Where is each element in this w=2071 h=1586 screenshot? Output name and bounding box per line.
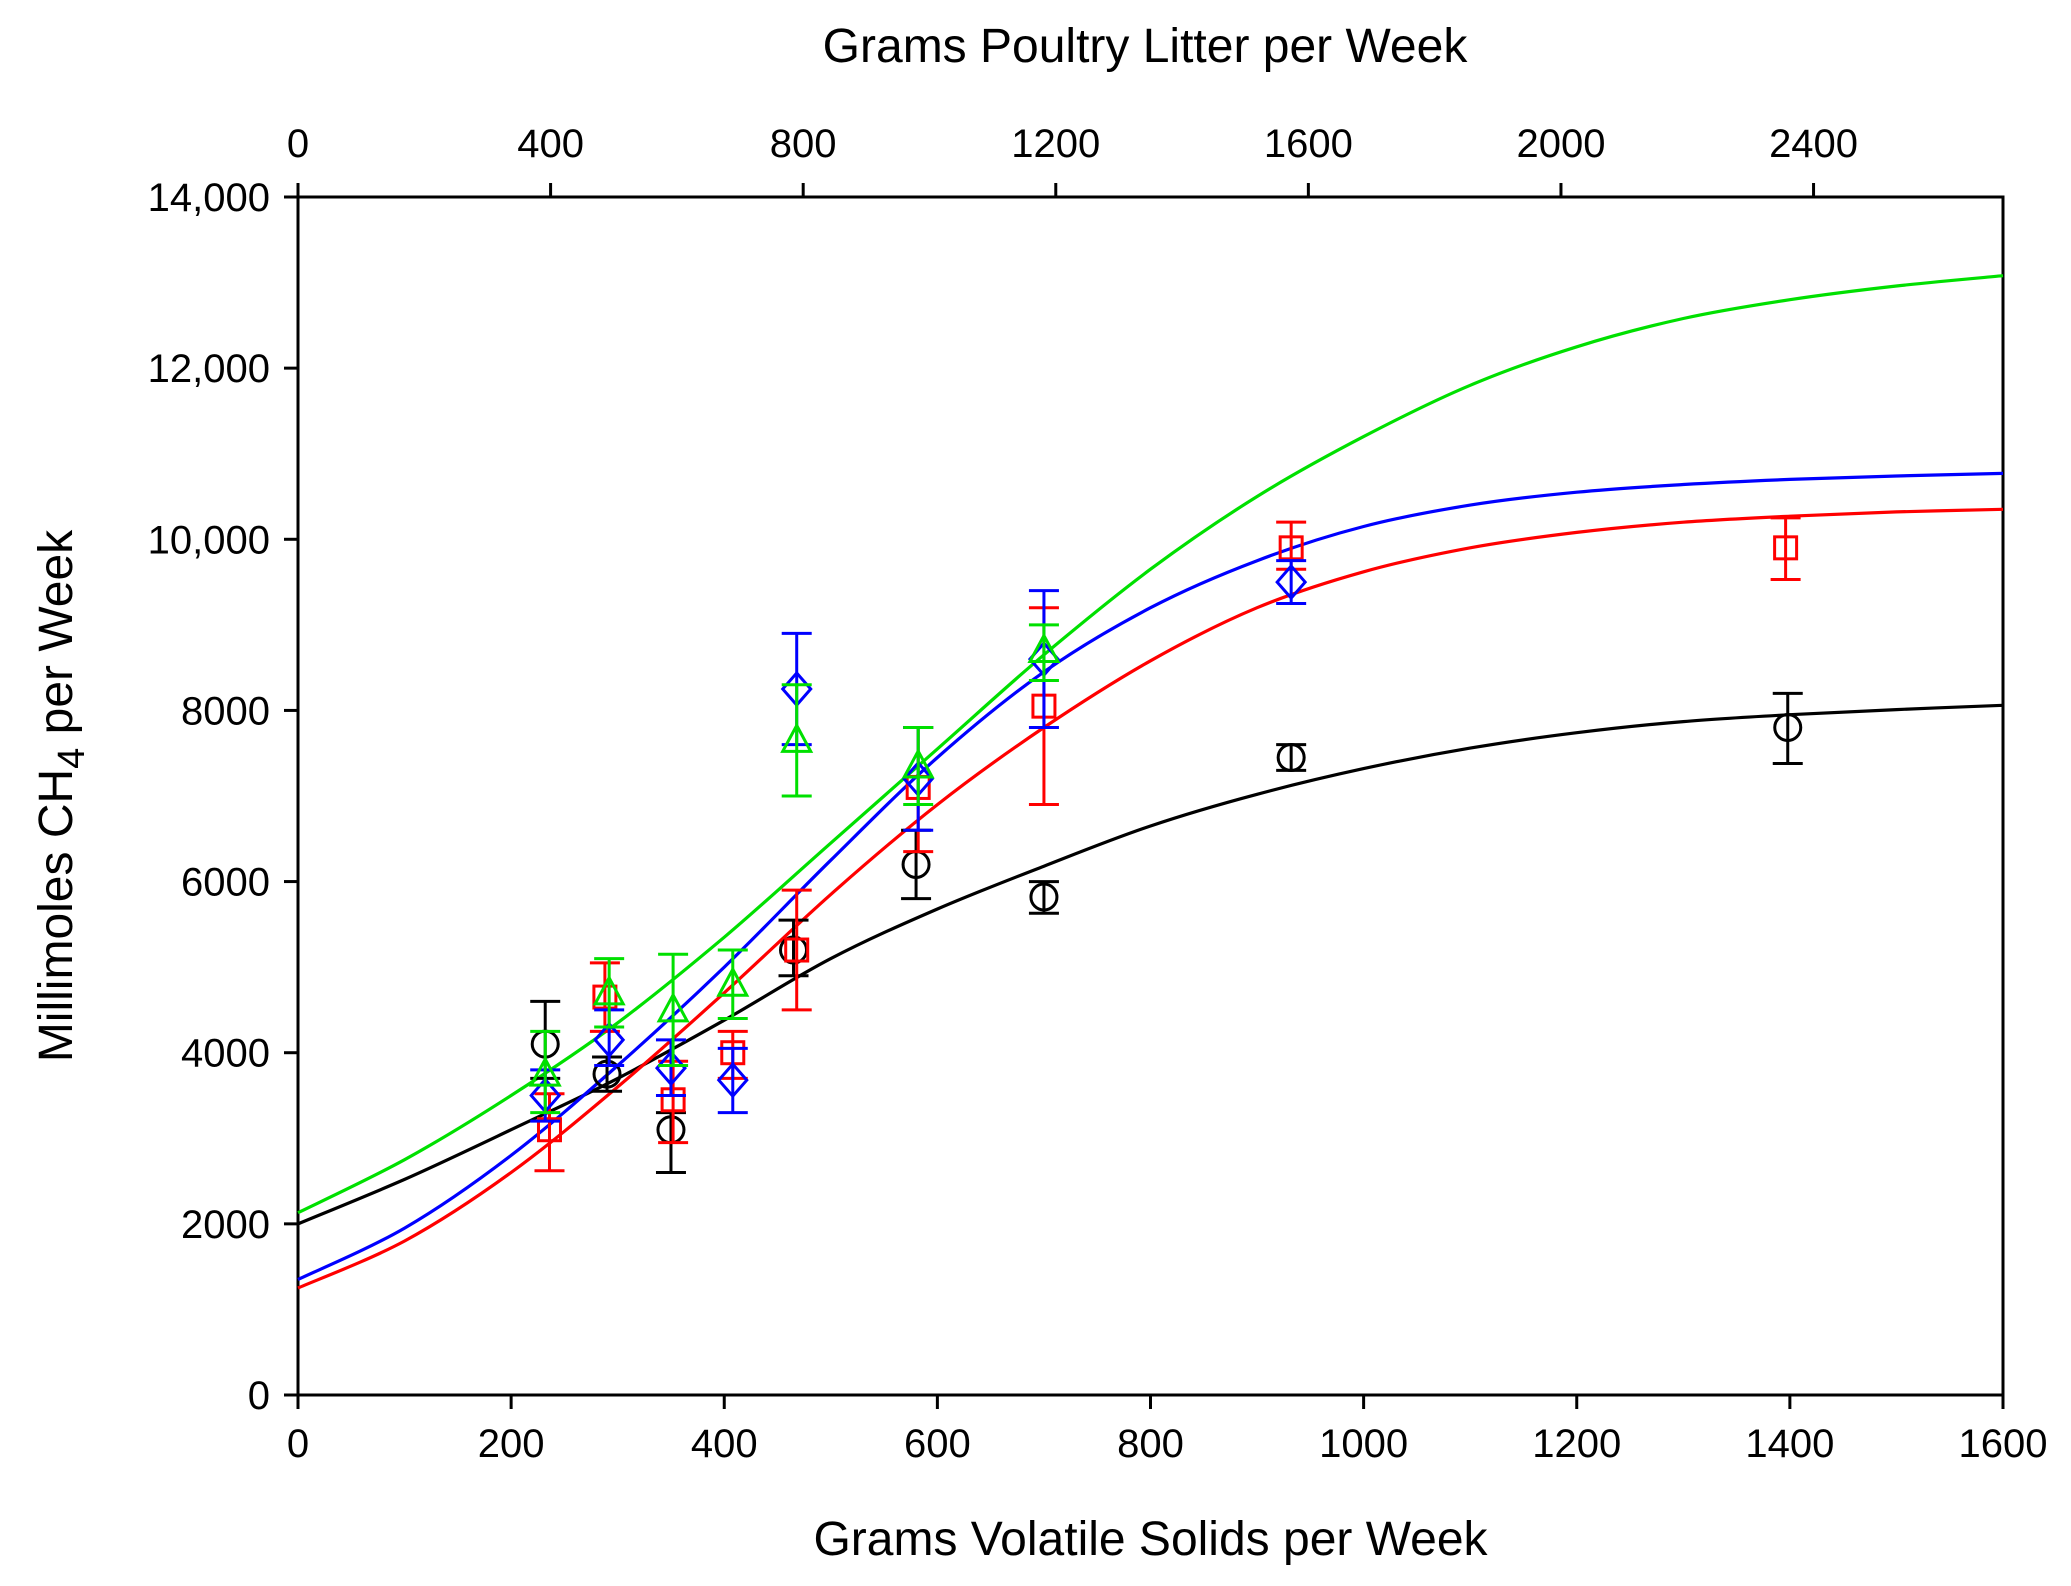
green-data-marker bbox=[656, 991, 690, 1023]
data-points bbox=[528, 516, 1803, 1175]
x-tick-label: 200 bbox=[478, 1422, 545, 1466]
x-tick-label: 600 bbox=[904, 1422, 971, 1466]
top-x-tick-label: 1600 bbox=[1264, 122, 1353, 166]
top-x-tick-label: 400 bbox=[517, 122, 584, 166]
x-tick-label: 400 bbox=[691, 1422, 758, 1466]
x-tick-label: 1600 bbox=[1959, 1422, 2048, 1466]
green-data-marker bbox=[780, 722, 814, 753]
x-tick-label: 0 bbox=[287, 1422, 309, 1466]
green-error-bar bbox=[658, 952, 689, 1068]
green-data-marker bbox=[901, 747, 935, 779]
y-tick-label: 4000 bbox=[181, 1032, 270, 1076]
y-tick-label: 8000 bbox=[181, 689, 270, 733]
green-fit-curve bbox=[297, 274, 2004, 1215]
black-error-bar bbox=[1028, 880, 1059, 915]
x-tick-label: 800 bbox=[1117, 1422, 1184, 1466]
top-x-axis-ticks: 0 400 800 1200 1600 2000 2400 bbox=[287, 122, 1858, 197]
green-data-marker bbox=[528, 1055, 562, 1087]
y-axis-title-subscript: 4 bbox=[51, 748, 93, 769]
green-data-marker bbox=[716, 966, 750, 997]
black-error-bar bbox=[1772, 691, 1803, 765]
red-fit-curve bbox=[297, 507, 2004, 1290]
top-x-tick-label: 2400 bbox=[1769, 122, 1858, 166]
y-tick-label: 14,000 bbox=[148, 176, 270, 220]
green-data-marker bbox=[1027, 632, 1061, 664]
fitted-curves bbox=[297, 274, 2004, 1290]
y-axis-title-suffix: per Week bbox=[30, 529, 83, 748]
black-error-bar bbox=[592, 1055, 623, 1093]
y-tick-label: 12,000 bbox=[148, 347, 270, 391]
green-data-marker bbox=[592, 974, 626, 1006]
blue-data-marker bbox=[654, 1049, 687, 1087]
y-axis-ticks: 0 2000 4000 6000 8000 10,000 12,000 14,000 bbox=[148, 176, 298, 1418]
red-data-marker bbox=[1773, 535, 1799, 561]
green-error-bar bbox=[903, 726, 934, 807]
green-error-bar bbox=[530, 1029, 561, 1115]
green-error-bar bbox=[717, 948, 748, 1020]
blue-data-marker bbox=[593, 1021, 626, 1059]
black-data-marker bbox=[1029, 882, 1059, 912]
blue-data-marker bbox=[716, 1061, 749, 1099]
green-series-points bbox=[528, 623, 1061, 1115]
x-tick-label: 1000 bbox=[1319, 1422, 1408, 1466]
x-tick-label: 1200 bbox=[1532, 1422, 1621, 1466]
black-error-bar bbox=[778, 918, 809, 978]
red-data-marker bbox=[660, 1087, 686, 1113]
blue-data-marker bbox=[1275, 563, 1308, 601]
top-x-tick-label: 800 bbox=[770, 122, 837, 166]
y-axis-title-main: Millimoles CH bbox=[30, 769, 83, 1062]
top-x-tick-label: 0 bbox=[287, 122, 309, 166]
black-data-marker bbox=[1773, 713, 1803, 743]
red-data-marker bbox=[536, 1117, 562, 1143]
black-series-points bbox=[530, 691, 1803, 1175]
top-x-tick-label: 2000 bbox=[1516, 122, 1605, 166]
x-tick-label: 1400 bbox=[1745, 1422, 1834, 1466]
red-error-bar bbox=[1770, 516, 1801, 582]
green-error-bar bbox=[781, 683, 812, 798]
y-axis-title: Millimoles CH4 per Week bbox=[30, 529, 93, 1062]
top-x-tick-label: 1200 bbox=[1011, 122, 1100, 166]
top-x-axis-title: Grams Poultry Litter per Week bbox=[823, 20, 1469, 73]
red-data-marker bbox=[784, 937, 810, 963]
red-error-bar bbox=[781, 888, 812, 1012]
red-data-marker bbox=[1278, 535, 1304, 561]
y-tick-label: 10,000 bbox=[148, 518, 270, 562]
black-data-marker bbox=[592, 1059, 622, 1089]
x-axis-ticks: 0 200 400 600 800 1000 1200 1400 1600 bbox=[287, 1395, 2048, 1466]
blue-error-bar bbox=[717, 1046, 748, 1115]
black-data-marker bbox=[1276, 742, 1306, 772]
x-axis-title: Grams Volatile Solids per Week bbox=[813, 1513, 1488, 1566]
y-tick-label: 0 bbox=[248, 1374, 270, 1418]
y-tick-label: 6000 bbox=[181, 861, 270, 905]
blue-fit-curve bbox=[297, 471, 2004, 1281]
green-error-bar bbox=[594, 957, 625, 1029]
y-tick-label: 2000 bbox=[181, 1203, 270, 1247]
